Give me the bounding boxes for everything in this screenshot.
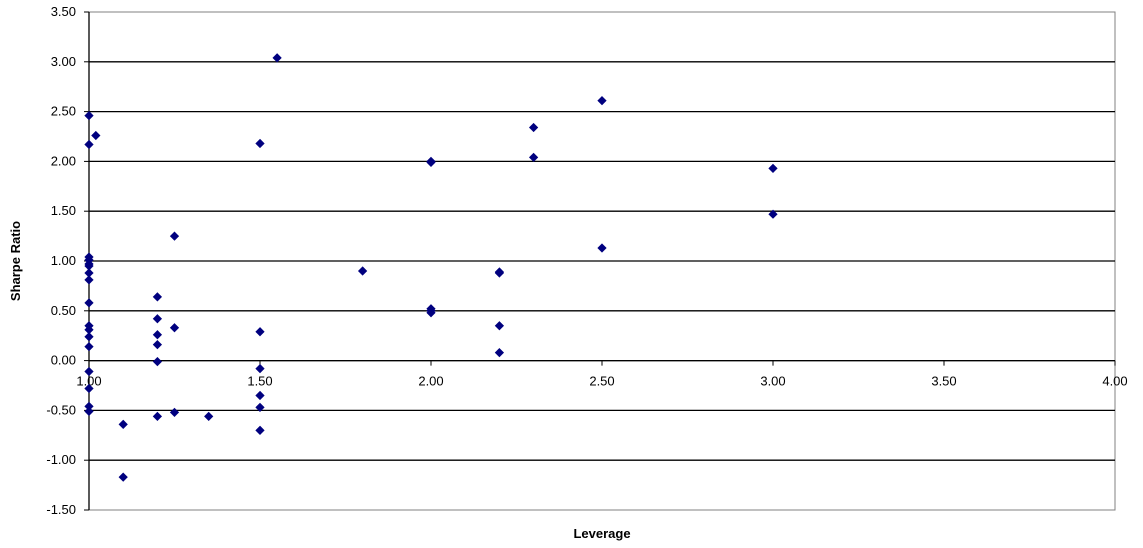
data-point: [169, 231, 180, 241]
data-points: [84, 53, 778, 482]
data-point: [152, 314, 163, 324]
data-point: [204, 411, 214, 422]
data-point: [169, 323, 180, 333]
x-tick-label: 2.00: [418, 374, 443, 389]
data-point: [84, 110, 94, 121]
y-tick-label: -0.50: [46, 402, 76, 417]
y-tick-label: 2.00: [51, 153, 76, 168]
data-point: [255, 138, 265, 149]
data-point: [169, 407, 180, 418]
data-point: [84, 332, 94, 342]
data-point: [84, 342, 94, 352]
data-point: [528, 122, 539, 133]
data-point: [255, 390, 265, 401]
y-axis-title: Sharpe Ratio: [8, 221, 23, 301]
data-point: [152, 340, 163, 350]
y-tick-label: 1.00: [51, 253, 76, 268]
data-point: [255, 363, 265, 374]
data-point: [84, 383, 94, 394]
x-axis-title: Leverage: [573, 526, 630, 541]
data-point: [597, 243, 607, 253]
data-point: [84, 298, 94, 308]
y-tick-label: 3.50: [51, 4, 76, 19]
y-tick-label: 2.50: [51, 104, 76, 119]
data-point: [768, 163, 778, 173]
data-point: [152, 356, 163, 367]
data-point: [84, 139, 94, 150]
data-point: [494, 321, 505, 331]
data-point: [494, 348, 505, 358]
x-tick-label: 3.50: [931, 374, 956, 389]
data-point: [528, 152, 539, 163]
data-point: [152, 411, 163, 422]
x-tick-label: 1.00: [76, 374, 101, 389]
data-point: [152, 292, 163, 302]
data-point: [255, 327, 265, 337]
tick-labels: 3.50 3.00 2.50 2.00 1.50 1.00 0.50 0.00 -0.50 -1.…: [46, 4, 1127, 517]
data-point: [91, 130, 101, 141]
data-point: [357, 266, 368, 276]
data-point: [272, 53, 282, 63]
data-point: [84, 406, 94, 417]
data-point: [255, 402, 265, 413]
x-tick-label: 2.50: [589, 374, 614, 389]
y-tick-label: 3.00: [51, 54, 76, 69]
x-tick-label: 1.50: [247, 374, 272, 389]
y-tick-label: 0.00: [51, 353, 76, 368]
data-point: [84, 275, 94, 285]
data-point: [118, 472, 128, 482]
data-point: [255, 425, 265, 435]
x-tick-label: 4.00: [1102, 374, 1127, 389]
data-point: [597, 96, 607, 106]
y-tick-label: -1.50: [46, 502, 76, 517]
y-tick-label: -1.00: [46, 452, 76, 467]
y-tick-label: 0.50: [51, 303, 76, 318]
x-tick-label: 3.00: [760, 374, 785, 389]
data-point: [84, 366, 94, 377]
data-point: [152, 330, 163, 340]
data-point: [768, 209, 778, 219]
y-tick-label: 1.50: [51, 203, 76, 218]
data-point: [426, 157, 436, 168]
data-point: [494, 268, 505, 278]
data-point: [118, 419, 128, 429]
data-point: [426, 308, 436, 318]
